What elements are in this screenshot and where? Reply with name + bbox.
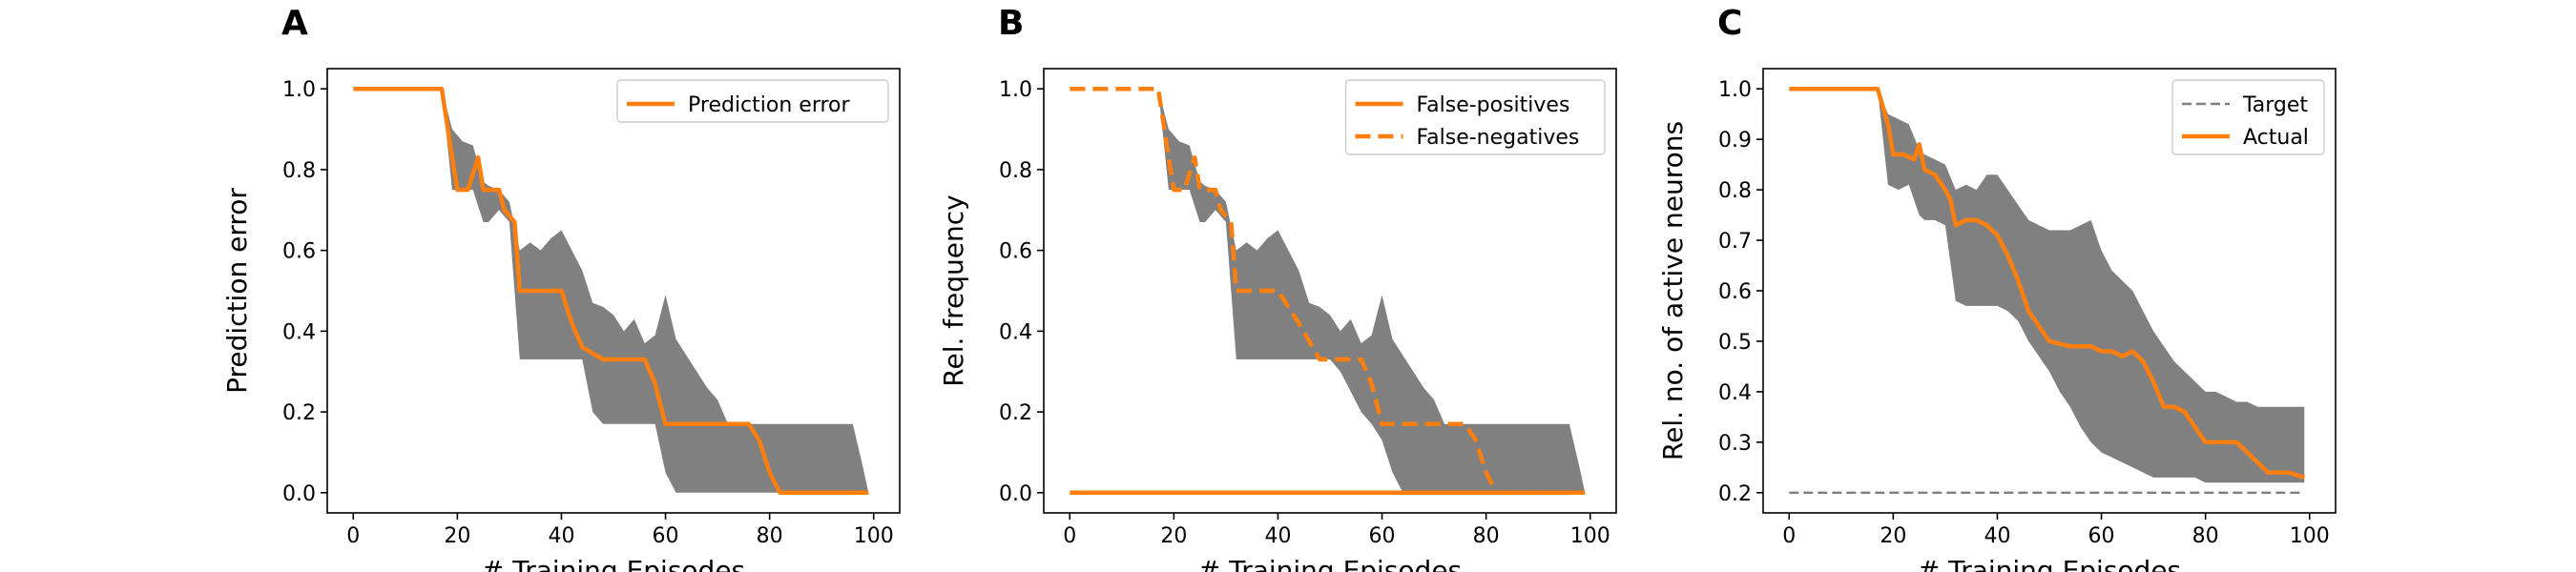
y-tick-label: 0.4 [282,320,316,344]
y-tick-label: 0.4 [1718,381,1752,405]
y-tick-label: 0.9 [1718,129,1752,153]
legend-label: Prediction error [688,93,850,117]
legend: False-positives False-negatives [1344,79,1606,155]
x-axis-label: # Training Episodes [1918,555,2181,572]
x-tick-label: 100 [2290,524,2330,548]
x-tick-label: 0 [346,524,360,548]
y-tick-label: 0.8 [1718,179,1752,203]
x-tick-label: 80 [757,524,783,548]
y-tick-label: 1.0 [1718,78,1752,102]
legend-label: Target [2242,93,2308,117]
y-tick-label: 0.0 [282,482,316,506]
legend-label: Actual [2243,126,2309,150]
x-tick-label: 40 [1984,524,2010,548]
legend-label: False-positives [1417,93,1570,117]
x-tick-label: 40 [1264,524,1291,548]
x-tick-label: 60 [2088,524,2115,548]
std-band [353,89,869,493]
x-tick-label: 0 [1782,524,1796,548]
x-tick-label: 60 [1369,524,1396,548]
x-axis-label: # Training Episodes [1198,555,1462,572]
x-tick-label: 100 [1570,524,1610,548]
x-tick-label: 80 [2192,524,2219,548]
std-band [1070,89,1586,493]
x-tick-label: 40 [548,524,574,548]
legend: Target Actual [2171,79,2325,155]
y-axis-label: Rel. frequency [938,194,969,386]
panel-letter: C [1717,4,1742,43]
panel-a: A 0 20 40 60 80 100 0.0 0.2 0.4 0.6 0.8 1.0 # Trainin… [221,4,901,572]
x-tick-label: 20 [1160,524,1187,548]
y-tick-label: 0.2 [999,401,1032,425]
y-tick-label: 0.6 [1718,280,1752,304]
panel-b: B 0 20 40 60 80 100 0.0 0.2 0.4 0.6 0.8 1.0 # Trainin… [938,4,1617,572]
series-line-false-negatives [1070,86,1586,496]
legend-box [1344,79,1606,155]
x-tick-label: 100 [854,524,894,548]
series-line-actual [1789,86,2305,480]
y-tick-label: 0.0 [999,482,1032,506]
y-tick-label: 0.8 [999,159,1032,183]
series-line-prediction-error [353,86,869,496]
panel-c: C 0 20 40 60 80 100 0.2 0.3 0.4 0.5 0.6 0.7 0.8 0.9 1.0… [1657,4,2337,572]
legend-label: False-negatives [1417,126,1580,150]
x-tick-label: 80 [1473,524,1500,548]
axes-frame [326,68,901,514]
y-tick-label: 1.0 [282,78,316,102]
x-tick-label: 60 [653,524,679,548]
y-axis-label: Prediction error [221,188,253,394]
y-tick-label: 0.2 [282,401,316,425]
y-tick-label: 0.5 [1718,331,1752,355]
y-axis-label: Rel. no. of active neurons [1657,121,1689,460]
y-tick-label: 0.3 [1718,432,1752,456]
y-tick-label: 0.4 [999,320,1032,344]
axes-frame [1043,68,1617,514]
y-tick-label: 0.6 [999,240,1032,264]
y-tick-label: 0.2 [1718,482,1752,506]
y-tick-label: 1.0 [999,78,1032,102]
y-tick-label: 0.6 [282,240,316,264]
x-tick-label: 20 [1880,524,1906,548]
legend: Prediction error [616,79,889,123]
x-tick-label: 20 [444,524,470,548]
std-band [1789,89,2305,483]
legend-box [616,79,889,123]
y-tick-label: 0.8 [282,159,316,183]
x-tick-label: 0 [1063,524,1076,548]
x-axis-label: # Training Episodes [482,555,745,572]
panel-letter: A [281,4,308,43]
panel-letter: B [998,4,1024,43]
y-tick-label: 0.7 [1718,230,1752,254]
